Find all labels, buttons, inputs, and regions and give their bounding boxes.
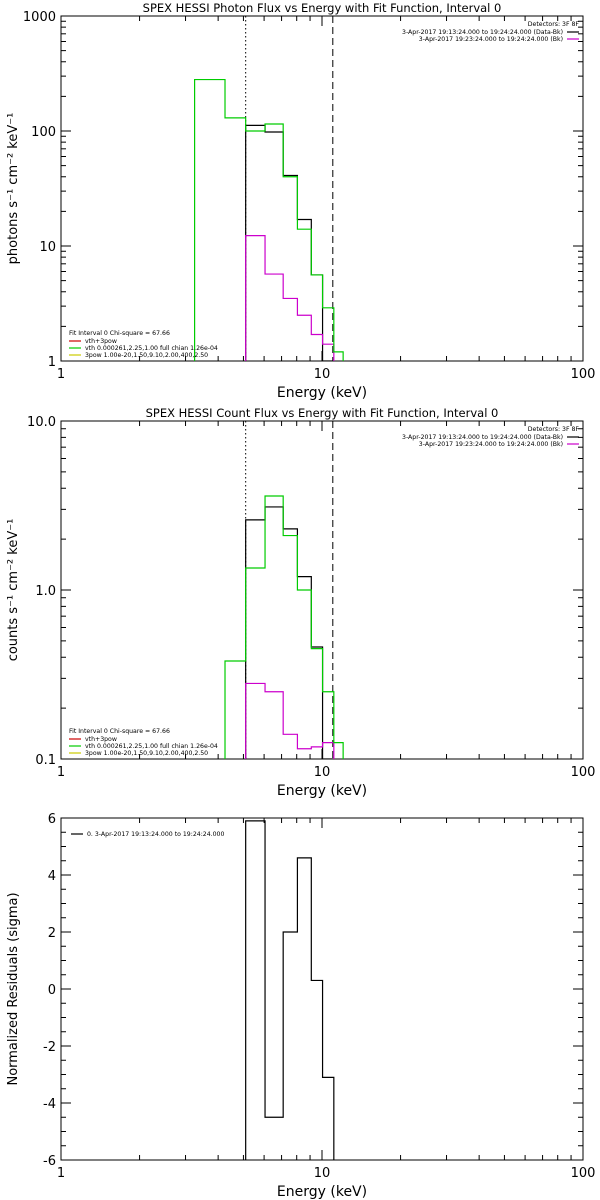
- y-tick-label: 4: [48, 869, 56, 884]
- legend-entry-label: vth+3pow: [85, 338, 117, 345]
- legend-entry-label: 3-Apr-2017 19:23:24.000 to 19:24:24.000 …: [419, 441, 563, 448]
- y-tick-label: -4: [43, 1097, 56, 1112]
- series-1-step-line: [245, 506, 334, 759]
- x-tick-label: 100: [571, 765, 596, 780]
- y-tick-label: 0.1: [35, 753, 56, 768]
- legend-entry-label: 3-Apr-2017 19:13:24.000 to 19:24:24.000 …: [402, 29, 563, 36]
- y-tick-label: 1.0: [35, 584, 56, 599]
- legend-legend_bottomleft: Fit Interval 0 Chi-square = 67.66vth+3po…: [69, 728, 218, 757]
- y-tick-label: 0: [48, 983, 56, 998]
- panel-3: 1 10 100 -6 -4 -2 0 2 4 6 Energy (keV) Normalized R…: [6, 812, 595, 1200]
- legend-header: Fit Interval 0 Chi-square = 67.66: [69, 330, 170, 337]
- y-axis-label: photons s⁻¹ cm⁻² keV⁻¹: [6, 113, 21, 265]
- y-tick-label: -6: [43, 1154, 56, 1169]
- legend-entry-label: 3-Apr-2017 19:23:24.000 to 19:24:24.000 …: [419, 36, 563, 43]
- x-axis-label: Energy (keV): [277, 1184, 367, 1200]
- series-1-step-line: [245, 820, 335, 1160]
- y-tick-label: -2: [43, 1040, 56, 1055]
- x-tick-label: 10: [314, 1166, 331, 1181]
- legend-entry-label: 3pow 1.00e-20,1.50,9.10,2.00,400,2.50: [85, 352, 208, 359]
- series-3-step-line: [224, 495, 344, 759]
- x-tick-label: 100: [571, 367, 596, 382]
- series-2-step-line: [245, 682, 335, 759]
- legend-header: Detectors: 3F 8F: [528, 426, 580, 433]
- y-tick-label: 10.0: [27, 415, 56, 430]
- legend-entry-label: 3pow 1.00e-20,1.50,9.10,2.00,400,2.50: [85, 750, 208, 757]
- series-3-step-line: [194, 78, 344, 361]
- y-tick-label: 100: [31, 125, 56, 140]
- legend-header: Detectors: 3F 8F: [528, 21, 580, 28]
- x-axis-label: Energy (keV): [277, 783, 367, 799]
- x-tick-label: 100: [571, 1166, 596, 1181]
- legend-entry-label: vth+3pow: [85, 736, 117, 743]
- x-tick-label: 1: [57, 765, 65, 780]
- chart-title: SPEX HESSI Count Flux vs Energy with Fit…: [146, 406, 499, 420]
- x-tick-label: 10: [314, 367, 331, 382]
- y-axis-label: Normalized Residuals (sigma): [6, 892, 21, 1085]
- chart-title: SPEX HESSI Photon Flux vs Energy with Fi…: [143, 1, 502, 15]
- y-axis-label: counts s⁻¹ cm⁻² keV⁻¹: [6, 519, 21, 662]
- legend-legend_topright: Detectors: 3F 8F3-Apr-2017 19:13:24.000 …: [402, 426, 579, 448]
- x-axis-label: Energy (keV): [277, 385, 367, 401]
- y-tick-label: 2: [48, 926, 56, 941]
- y-tick-label: 1000: [23, 10, 56, 25]
- y-tick-label: 1: [48, 355, 56, 370]
- panel-1: 1 10 100 1 10 100 1000 SPEX HESSI Photon Flux v…: [6, 1, 595, 401]
- legend-entry-label: vth 0.000261,2.25,1.00 full chian 1.26e-…: [85, 345, 218, 352]
- y-tick-label: 10: [39, 240, 56, 255]
- y-tick-label: 6: [48, 812, 56, 827]
- legend-header: Fit Interval 0 Chi-square = 67.66: [69, 728, 170, 735]
- legend-legend_topright: Detectors: 3F 8F3-Apr-2017 19:13:24.000 …: [402, 21, 579, 43]
- legend-entry-label: vth 0.000261,2.25,1.00 full chian 1.26e-…: [85, 743, 218, 750]
- panel-2: 1 10 100 0.1 1.0 10.0 SPEX HESSI Count Flux vs…: [6, 406, 595, 799]
- x-tick-label: 1: [57, 367, 65, 382]
- x-tick-label: 1: [57, 1166, 65, 1181]
- series-2-step-line: [245, 235, 335, 361]
- series-1-step-line: [245, 124, 334, 361]
- legend-entry-label: 3-Apr-2017 19:13:24.000 to 19:24:24.000 …: [402, 434, 563, 441]
- legend-entry-label: 0. 3-Apr-2017 19:13:24.000 to 19:24:24.0…: [87, 831, 224, 838]
- legend-legend_topleft: 0. 3-Apr-2017 19:13:24.000 to 19:24:24.0…: [71, 831, 224, 838]
- legend-legend_bottomleft: Fit Interval 0 Chi-square = 67.66vth+3po…: [69, 330, 218, 359]
- x-tick-label: 10: [314, 765, 331, 780]
